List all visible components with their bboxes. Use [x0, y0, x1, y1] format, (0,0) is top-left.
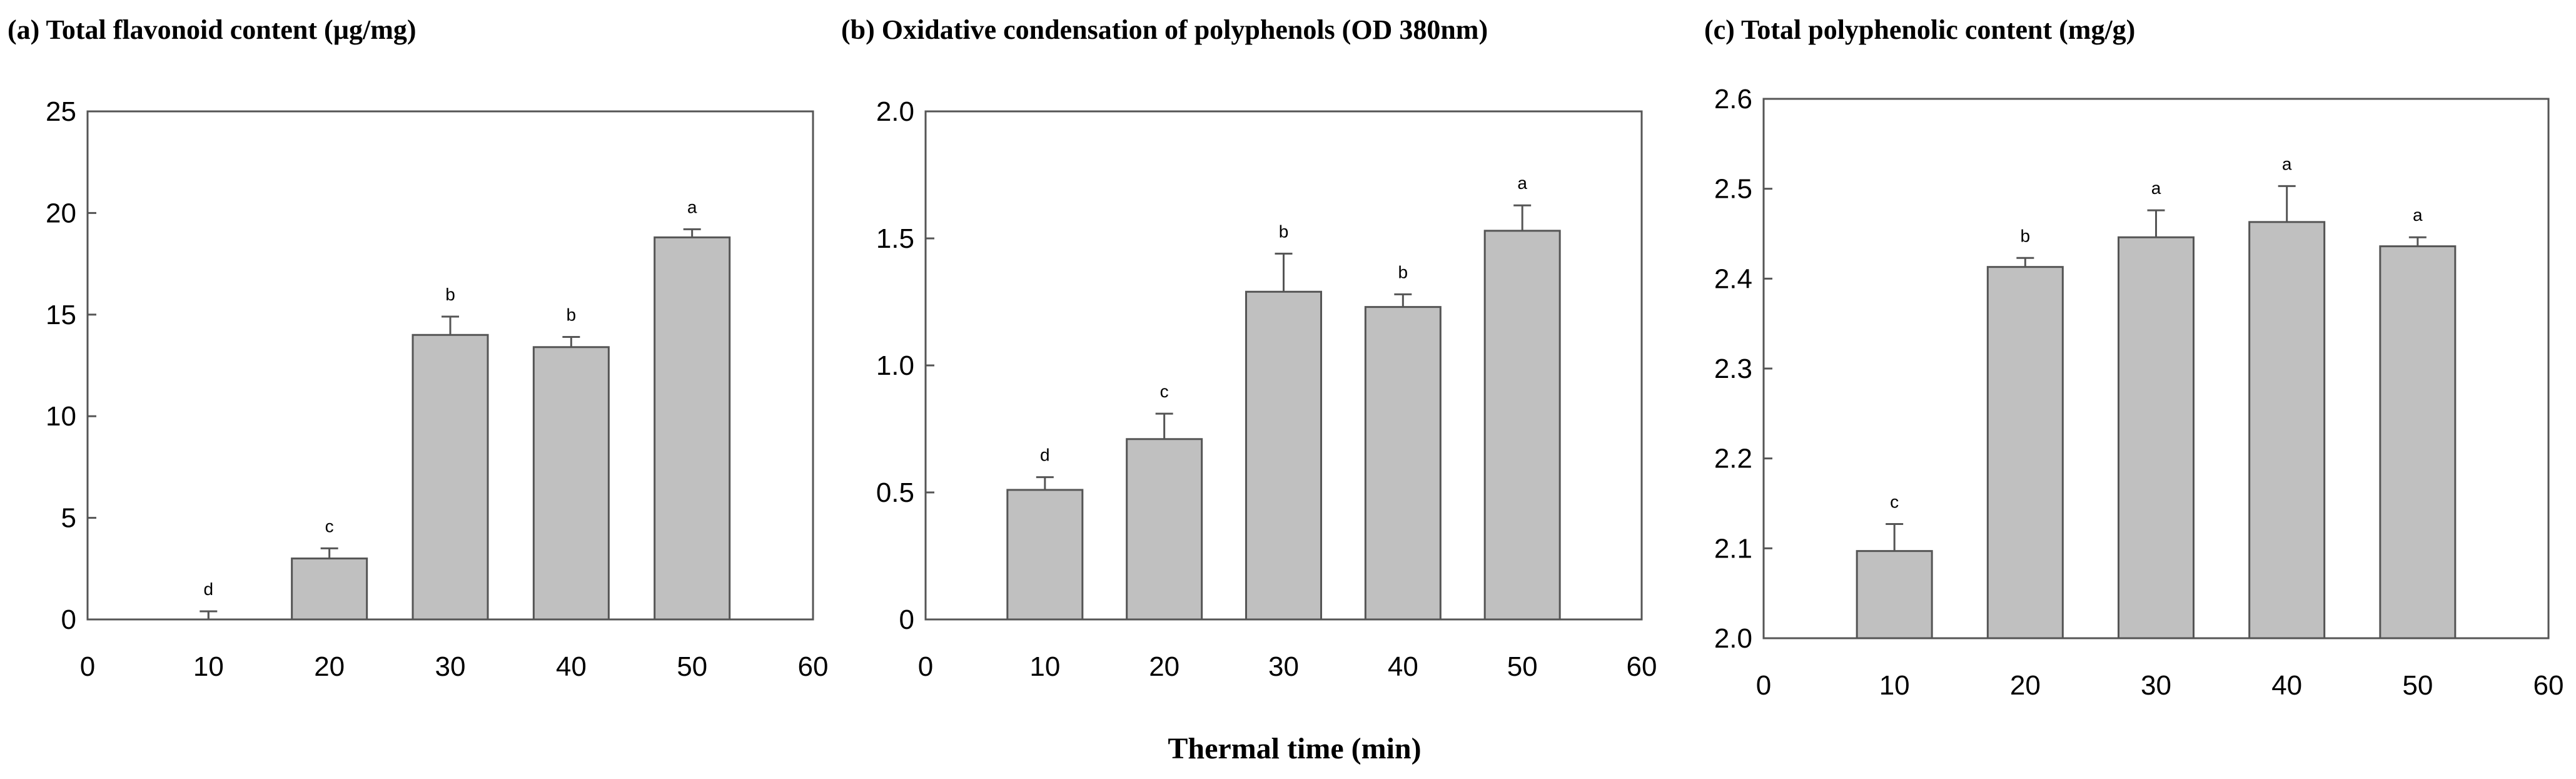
y-tick-label: 2.5 — [1714, 174, 1752, 205]
x-tick-label: 30 — [2141, 670, 2171, 701]
bar — [1986, 266, 2064, 639]
y-tick-label: 2.1 — [1714, 533, 1752, 564]
x-tick-label: 60 — [2533, 670, 2564, 701]
chart-panel-b: (b) Oxidative condensation of polyphenol… — [841, 14, 1657, 682]
y-tick-label: 0.5 — [876, 477, 914, 508]
y-tick-label: 0 — [899, 604, 914, 635]
x-tick-label: 0 — [918, 651, 933, 682]
x-tick-label: 20 — [2010, 670, 2041, 701]
bar — [412, 333, 489, 621]
x-tick-label: 0 — [80, 651, 95, 682]
significance-label: c — [1160, 382, 1169, 401]
bar — [2118, 236, 2195, 639]
significance-label: b — [1398, 262, 1408, 282]
significance-label: a — [2413, 205, 2423, 225]
chart-title: (a) Total flavonoid content (µg/mg) — [8, 14, 417, 45]
x-tick-label: 60 — [798, 651, 829, 682]
bar — [2248, 221, 2326, 639]
bar — [532, 346, 610, 621]
x-tick-label: 0 — [1756, 670, 1771, 701]
bar — [1856, 550, 1933, 639]
bar — [1483, 230, 1561, 621]
x-tick-label: 50 — [1507, 651, 1538, 682]
x-tick-label: 10 — [193, 651, 224, 682]
y-tick-label: 5 — [61, 503, 76, 534]
x-tick-label: 40 — [2271, 670, 2302, 701]
x-tick-label: 40 — [556, 651, 587, 682]
significance-label: b — [567, 305, 577, 325]
bar — [1364, 306, 1442, 621]
y-tick-label: 2.3 — [1714, 354, 1752, 384]
x-tick-label: 60 — [1627, 651, 1657, 682]
shared-x-axis-label: Thermal time (min) — [1168, 732, 1421, 765]
chart-title: (c) Total polyphenolic content (mg/g) — [1704, 14, 2135, 45]
significance-label: a — [2151, 178, 2161, 198]
bar — [2379, 245, 2457, 639]
y-tick-label: 2.4 — [1714, 263, 1752, 294]
significance-label: b — [445, 285, 455, 304]
significance-label: c — [1890, 492, 1899, 512]
x-tick-label: 30 — [435, 651, 466, 682]
y-tick-label: 2.0 — [1714, 623, 1752, 654]
y-tick-label: 20 — [46, 198, 76, 228]
significance-label: d — [1040, 446, 1050, 465]
bar — [1245, 290, 1322, 621]
y-tick-label: 2.0 — [876, 96, 914, 127]
bar — [291, 558, 368, 621]
significance-label: b — [1279, 221, 1289, 241]
x-tick-label: 10 — [1879, 670, 1910, 701]
y-tick-label: 2.6 — [1714, 84, 1752, 115]
chart-panel-a: (a) Total flavonoid content (µg/mg) 0 5 10 1… — [8, 14, 828, 682]
y-tick-label: 15 — [46, 300, 76, 330]
y-tick-label: 1.5 — [876, 223, 914, 254]
bar — [1006, 489, 1084, 621]
x-tick-label: 40 — [1388, 651, 1418, 682]
y-tick-label: 25 — [46, 96, 76, 127]
significance-label: b — [2021, 226, 2031, 245]
y-tick-label: 10 — [46, 401, 76, 432]
y-tick-label: 2.2 — [1714, 444, 1752, 474]
x-tick-label: 10 — [1029, 651, 1060, 682]
significance-label: d — [204, 579, 214, 599]
significance-label: c — [325, 516, 334, 536]
y-tick-label: 1.0 — [876, 350, 914, 381]
x-tick-label: 20 — [1149, 651, 1179, 682]
significance-label: a — [1517, 173, 1527, 193]
significance-label: a — [2282, 154, 2292, 173]
bar — [1126, 438, 1203, 621]
x-tick-label: 50 — [677, 651, 707, 682]
chart-panel-c: (c) Total polyphenolic content (mg/g) 2.0… — [1704, 14, 2563, 701]
bar — [654, 236, 731, 621]
x-tick-label: 20 — [314, 651, 345, 682]
y-tick-label: 0 — [61, 604, 76, 635]
x-tick-label: 50 — [2402, 670, 2433, 701]
x-tick-label: 30 — [1268, 651, 1299, 682]
chart-title: (b) Oxidative condensation of polyphenol… — [841, 14, 1488, 45]
significance-label: a — [687, 197, 697, 216]
